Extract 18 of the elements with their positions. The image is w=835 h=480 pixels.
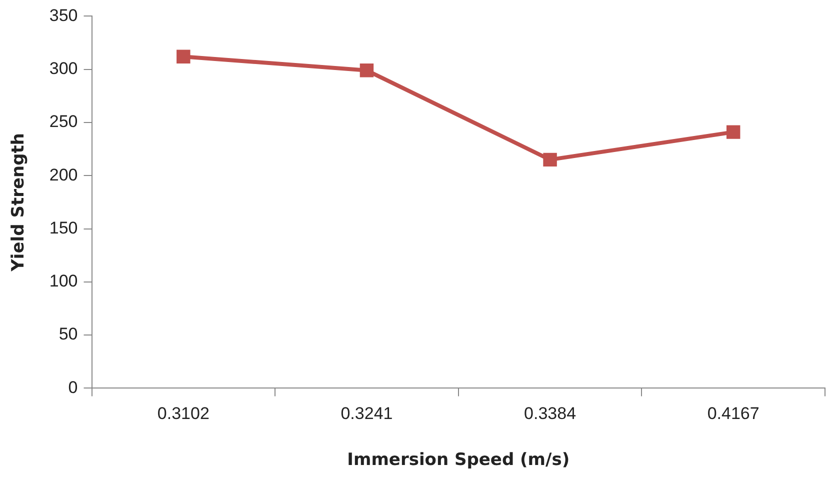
x-tick-label: 0.3241	[340, 404, 393, 424]
point	[176, 50, 190, 64]
y-tick-label: 200	[49, 165, 78, 184]
y-tick-label: 150	[49, 218, 78, 238]
y-tick-label: 350	[49, 6, 78, 25]
y-tick-label: 50	[58, 324, 78, 344]
y-tick-label: 0	[68, 378, 78, 397]
y-tick-label: 300	[49, 59, 78, 78]
x-tick-label: 0.3102	[157, 404, 210, 424]
x-axis-title: Immersion Speed (m/s)	[347, 450, 570, 470]
x-tick-label: 0.3384	[524, 404, 576, 424]
point	[360, 64, 374, 78]
y-tick-label: 250	[49, 112, 78, 132]
y-tick-label: 100	[49, 272, 78, 291]
point	[543, 152, 557, 167]
x-tick-label: 0.4167	[707, 404, 760, 424]
point	[726, 125, 740, 139]
y-axis-title: Yield Strength	[8, 133, 29, 272]
